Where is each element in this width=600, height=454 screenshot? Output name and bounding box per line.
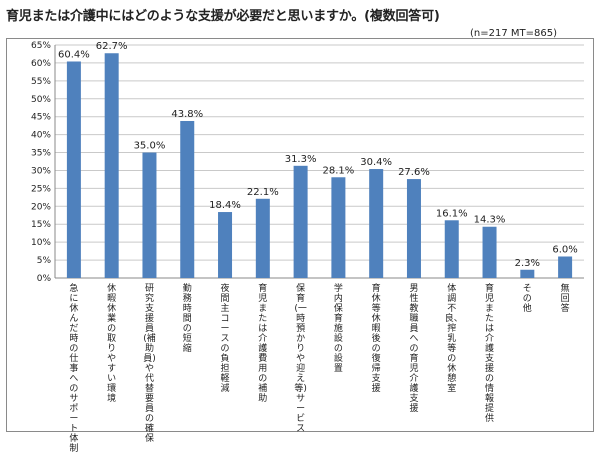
- data-label: 18.4%: [209, 200, 241, 211]
- y-tick-label: 20%: [31, 202, 51, 212]
- y-tick-label: 40%: [31, 131, 51, 141]
- data-label: 35.0%: [134, 141, 166, 152]
- data-label: 30.4%: [360, 157, 392, 168]
- x-tick-label: 勤務時間の短縮: [182, 284, 192, 354]
- bar: [293, 165, 308, 278]
- x-tick-label: 急に休んだ時の仕事へのサポート体制: [69, 284, 79, 454]
- x-tick-label: 研究支援員(補助員)や代替要員の確保: [143, 284, 156, 444]
- data-label: 43.8%: [171, 109, 203, 120]
- x-tick-label: 学内保育施設の設置: [333, 284, 343, 374]
- data-label: 60.4%: [58, 49, 90, 60]
- y-tick-label: 55%: [31, 77, 51, 87]
- bar: [520, 269, 535, 278]
- y-tick-label: 15%: [31, 220, 51, 230]
- y-tick-label: 65%: [31, 41, 51, 51]
- bar-chart: 0% 5% 10% 15% 20% 25% 30% 35% 40% 45% 50% 55% 60% 65%…: [31, 41, 584, 284]
- data-label: 16.1%: [436, 208, 468, 219]
- x-tick-label: その他: [522, 284, 532, 314]
- bar: [255, 198, 270, 278]
- data-label: 27.6%: [398, 167, 430, 178]
- x-tick-label: 育児または介護費用の補助: [258, 284, 268, 404]
- y-tick-label: 45%: [31, 113, 51, 123]
- y-tick-label: 10%: [31, 238, 51, 248]
- x-tick-label: 男性教職員への育児介護支援: [409, 284, 419, 414]
- sample-size-note: (n=217 MT=865): [470, 28, 557, 39]
- data-label: 22.1%: [247, 187, 279, 198]
- bar: [331, 177, 346, 278]
- data-label: 6.0%: [552, 244, 577, 255]
- y-tick-label: 30%: [31, 166, 51, 176]
- x-tick-label: 休暇休業の取りやすい環境: [107, 284, 117, 404]
- y-tick-label: 50%: [31, 95, 51, 105]
- y-tick-label: 35%: [31, 149, 51, 159]
- bar: [444, 220, 459, 278]
- x-tick-label: 保育(一時預かりや迎え等)サービス: [294, 284, 307, 434]
- bar: [142, 152, 157, 278]
- x-tick-label: 育休等休暇後の復帰支援: [371, 284, 381, 394]
- data-label: 2.3%: [515, 258, 540, 269]
- bar: [218, 212, 233, 278]
- x-tick-label: 育児または介護支援の情報提供: [485, 284, 495, 424]
- bar: [369, 169, 384, 278]
- bar: [406, 179, 421, 278]
- bar: [180, 120, 195, 279]
- data-label: 28.1%: [323, 165, 355, 176]
- bar: [558, 256, 573, 278]
- chart-title: 育児または介護中にはどのような支援が必要だと思いますか。(複数回答可): [6, 9, 440, 24]
- x-tick-label: 体調不良、搾乳等の休憩室: [444, 284, 463, 394]
- data-label: 31.3%: [285, 154, 317, 165]
- bar: [482, 226, 497, 278]
- x-tick-label: 夜間主コースの負担軽減: [220, 284, 230, 394]
- bar: [104, 53, 119, 278]
- y-tick-label: 5%: [37, 256, 52, 266]
- y-tick-label: 60%: [31, 59, 51, 69]
- x-tick-label: 無回答: [560, 284, 570, 314]
- data-label: 62.7%: [96, 41, 128, 52]
- y-tick-label: 0%: [37, 274, 52, 284]
- y-tick-label: 25%: [31, 184, 51, 194]
- bar: [66, 61, 81, 279]
- data-label: 14.3%: [474, 215, 506, 226]
- chart-frame: [6, 38, 594, 432]
